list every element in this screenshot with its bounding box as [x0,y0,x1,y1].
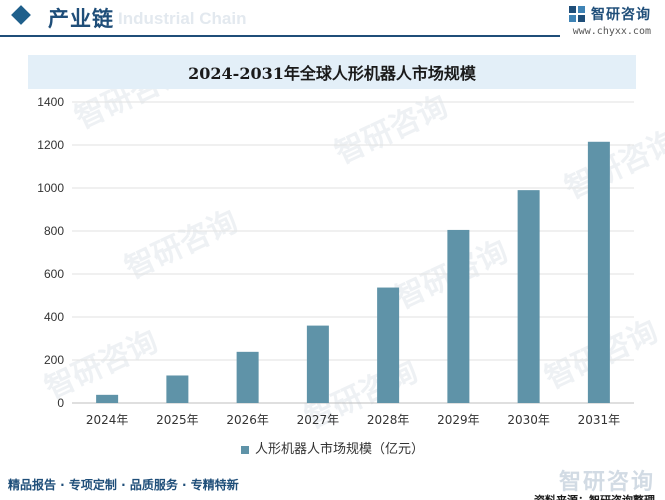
y-tick-label: 1400 [37,95,64,109]
bar [236,351,259,403]
bar [166,375,189,403]
brand-logo-icon [569,6,585,22]
chart-title-band: 2024-2031年全球人形机器人市场规模 [28,55,636,89]
bar [517,190,540,403]
y-tick-label: 400 [44,310,64,324]
bar-chart: 0 200 400 600 800 1000 1200 1400 2024年 2025年 2026年… [37,95,634,427]
data-source: 资料来源：智研咨询整理 [534,492,655,500]
x-tick-label: 2027年 [297,413,340,427]
bar [447,229,470,403]
page-footer: 精品报告 · 专项定制 · 品质服务 · 专精特新 智研咨询 资料来源：智研咨询… [0,470,665,500]
x-tick-label: 2030年 [507,413,550,427]
y-tick-label: 1200 [37,138,64,152]
legend-swatch [240,445,249,454]
y-tick-label: 200 [44,353,64,367]
x-tick-label: 2026年 [226,413,269,427]
y-tick-label: 600 [44,267,64,281]
x-tick-label: 2029年 [437,413,480,427]
y-tick-label: 0 [57,396,64,410]
chart-legend: 人形机器人市场规模（亿元） [0,438,665,457]
brand-block: 智研咨询 www.chyxx.com [568,4,651,37]
footer-brand: 智研咨询 [558,470,655,495]
brand-name: 智研咨询 [591,7,651,23]
bar [587,141,610,403]
page-header: Industrial Chain 产业链 智研咨询 www.chyxx.com [0,0,665,40]
bar [96,394,119,403]
bar [377,287,400,403]
chart-title: 2024-2031年全球人形机器人市场规模 [188,64,476,83]
x-tick-label: 2025年 [156,413,199,427]
footer-tagline: 精品报告 · 专项定制 · 品质服务 · 专精特新 [8,478,239,492]
y-tick-label: 1000 [37,181,64,195]
page-title: 产业链 [48,7,114,31]
header-divider [0,35,560,37]
legend-label: 人形机器人市场规模（亿元） [254,442,424,457]
x-tick-label: 2024年 [86,413,129,427]
bar [306,325,329,403]
y-tick-label: 800 [44,224,64,238]
x-tick-label: 2031年 [578,413,621,427]
footer-credit: 智研咨询 资料来源：智研咨询整理 [534,464,655,500]
header-watermark: Industrial Chain [118,9,247,28]
brand-url: www.chyxx.com [572,26,651,37]
x-tick-label: 2028年 [367,413,410,427]
